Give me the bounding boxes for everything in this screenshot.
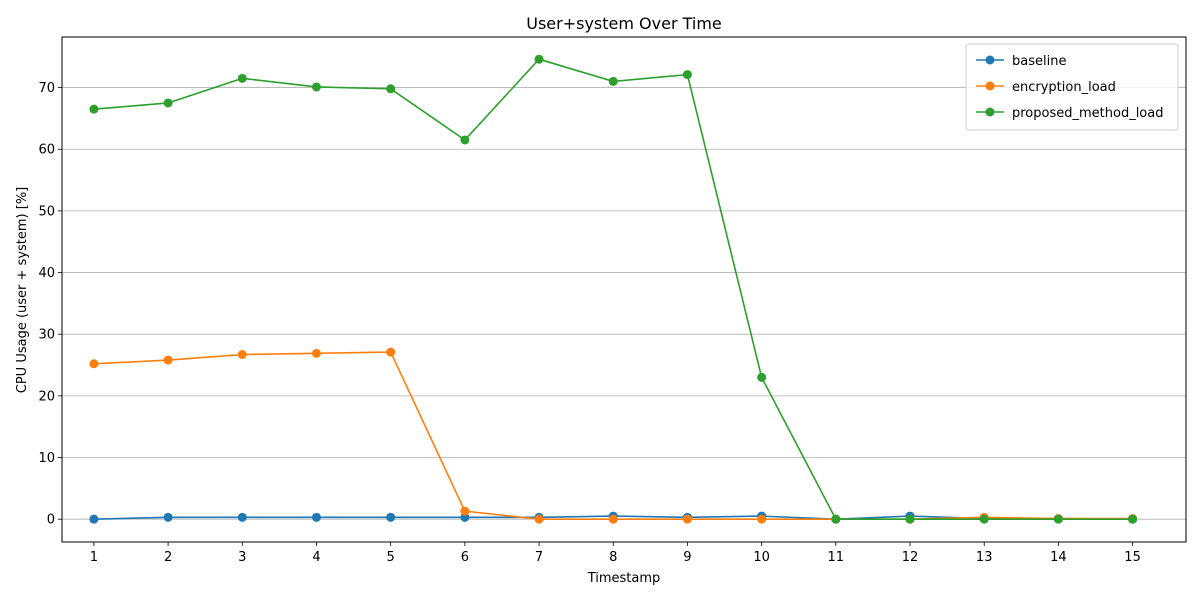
plot-area-frame xyxy=(61,36,1187,543)
y-tick-label: 30 xyxy=(38,328,55,343)
x-tick-label: 5 xyxy=(387,550,395,565)
data-point xyxy=(682,514,692,524)
data-point xyxy=(237,73,247,83)
y-tick-label: 70 xyxy=(38,81,55,96)
legend-marker xyxy=(985,107,995,117)
data-point xyxy=(386,84,396,94)
x-tick-label: 3 xyxy=(238,550,246,565)
y-tick-label: 60 xyxy=(38,143,55,158)
x-axis: 1 2 3 4 5 6 7 8 9 10 11 12 13 14 15 xyxy=(90,542,1141,565)
data-point xyxy=(608,514,618,524)
data-point xyxy=(89,359,99,369)
data-point xyxy=(163,512,173,522)
x-tick-label: 13 xyxy=(976,550,993,565)
legend: baseline encryption_load proposed_method_l… xyxy=(965,43,1179,131)
legend-label: baseline xyxy=(1012,54,1066,69)
legend-marker xyxy=(985,55,995,65)
y-axis-label: CPU Usage (user + system) [%] xyxy=(15,187,30,393)
y-tick-label: 20 xyxy=(38,389,55,404)
x-tick-label: 10 xyxy=(753,550,770,565)
data-point xyxy=(460,506,470,516)
data-point xyxy=(905,514,915,524)
y-tick-label: 10 xyxy=(38,451,55,466)
series-group xyxy=(89,54,1138,524)
data-point xyxy=(311,348,321,358)
data-point xyxy=(608,76,618,86)
legend-box xyxy=(965,43,1179,131)
legend-item-encryption_load: encryption_load xyxy=(976,80,1116,95)
chart-title: User+system Over Time xyxy=(526,14,722,33)
data-point xyxy=(534,54,544,64)
data-point xyxy=(311,82,321,92)
y-axis: 0 10 20 30 40 50 60 70 xyxy=(38,81,62,528)
y-tick-label: 0 xyxy=(47,513,55,528)
legend-item-baseline: baseline xyxy=(976,54,1066,69)
legend-marker xyxy=(985,81,995,91)
data-point xyxy=(237,512,247,522)
data-point xyxy=(1053,514,1063,524)
x-tick-label: 15 xyxy=(1124,550,1141,565)
y-tick-label: 40 xyxy=(38,266,55,281)
y-tick-label: 50 xyxy=(38,204,55,219)
data-point xyxy=(460,135,470,145)
data-point xyxy=(386,512,396,522)
legend-item-proposed_method_load: proposed_method_load xyxy=(976,106,1163,121)
data-point xyxy=(460,512,470,522)
data-point xyxy=(386,347,396,357)
legend-label: proposed_method_load xyxy=(1012,106,1163,121)
data-point xyxy=(89,104,99,114)
x-tick-label: 11 xyxy=(828,550,845,565)
data-point xyxy=(1128,514,1138,524)
x-tick-label: 8 xyxy=(609,550,617,565)
series-proposed_method_load xyxy=(89,54,1138,524)
data-point xyxy=(757,514,767,524)
gridlines xyxy=(62,87,1186,520)
data-point xyxy=(163,355,173,365)
data-point xyxy=(89,514,99,524)
data-point xyxy=(237,350,247,360)
data-point xyxy=(757,372,767,382)
legend-label: encryption_load xyxy=(1012,80,1116,95)
x-tick-label: 1 xyxy=(90,550,98,565)
data-point xyxy=(534,514,544,524)
x-tick-label: 6 xyxy=(461,550,469,565)
x-tick-label: 4 xyxy=(312,550,320,565)
x-tick-label: 14 xyxy=(1050,550,1067,565)
data-point xyxy=(682,70,692,80)
x-tick-label: 12 xyxy=(902,550,919,565)
data-point xyxy=(163,98,173,108)
data-point xyxy=(831,514,841,524)
x-tick-label: 2 xyxy=(164,550,172,565)
x-axis-label: Timestamp xyxy=(587,571,661,586)
data-point xyxy=(979,514,989,524)
x-tick-label: 7 xyxy=(535,550,543,565)
x-tick-label: 9 xyxy=(683,550,691,565)
data-point xyxy=(311,512,321,522)
